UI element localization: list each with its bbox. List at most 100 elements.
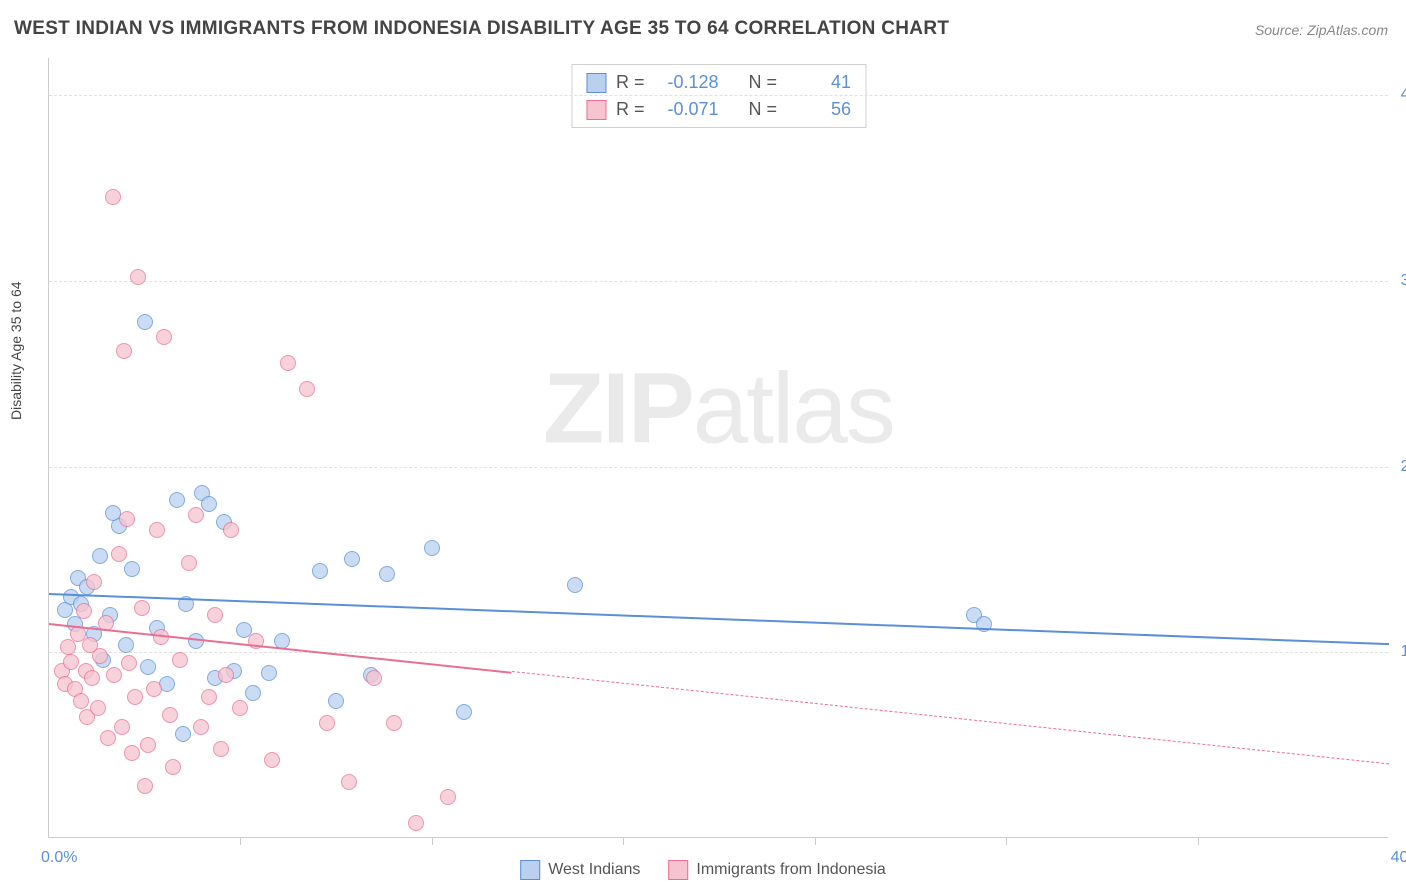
x-tick-mark bbox=[1006, 837, 1007, 845]
scatter-point bbox=[140, 737, 156, 753]
scatter-point bbox=[386, 715, 402, 731]
y-tick-label: 30.0% bbox=[1401, 272, 1406, 290]
scatter-point bbox=[319, 715, 335, 731]
scatter-point bbox=[280, 355, 296, 371]
gridline-horizontal bbox=[49, 467, 1388, 468]
scatter-point bbox=[100, 730, 116, 746]
stat-r-value: -0.071 bbox=[655, 96, 719, 123]
scatter-point bbox=[137, 778, 153, 794]
scatter-point bbox=[408, 815, 424, 831]
stat-r-label: R = bbox=[616, 96, 645, 123]
y-tick-label: 40.0% bbox=[1401, 86, 1406, 104]
scatter-point bbox=[134, 600, 150, 616]
scatter-point bbox=[440, 789, 456, 805]
stats-row-series-2: R = -0.071 N = 56 bbox=[586, 96, 851, 123]
scatter-point bbox=[156, 329, 172, 345]
x-tick-mark bbox=[815, 837, 816, 845]
scatter-point bbox=[111, 546, 127, 562]
scatter-point bbox=[223, 522, 239, 538]
swatch-series-2 bbox=[668, 860, 688, 880]
scatter-point bbox=[124, 745, 140, 761]
x-tick-mark bbox=[1198, 837, 1199, 845]
bottom-legend: West Indians Immigrants from Indonesia bbox=[520, 860, 886, 880]
scatter-point bbox=[149, 522, 165, 538]
scatter-point bbox=[137, 314, 153, 330]
scatter-point bbox=[201, 689, 217, 705]
scatter-point bbox=[124, 561, 140, 577]
source-attribution: Source: ZipAtlas.com bbox=[1255, 22, 1388, 38]
scatter-point bbox=[366, 670, 382, 686]
x-tick-mark bbox=[240, 837, 241, 845]
gridline-horizontal bbox=[49, 281, 1388, 282]
scatter-point bbox=[328, 693, 344, 709]
scatter-point bbox=[63, 654, 79, 670]
legend-label: Immigrants from Indonesia bbox=[696, 861, 885, 879]
scatter-point bbox=[127, 689, 143, 705]
scatter-point bbox=[175, 726, 191, 742]
scatter-point bbox=[119, 511, 135, 527]
stat-r-label: R = bbox=[616, 69, 645, 96]
scatter-point bbox=[106, 667, 122, 683]
scatter-point bbox=[456, 704, 472, 720]
scatter-point bbox=[299, 381, 315, 397]
stat-r-value: -0.128 bbox=[655, 69, 719, 96]
scatter-point bbox=[261, 665, 277, 681]
scatter-point bbox=[213, 741, 229, 757]
legend-item-series-2: Immigrants from Indonesia bbox=[668, 860, 885, 880]
stat-n-label: N = bbox=[749, 69, 778, 96]
scatter-point bbox=[172, 652, 188, 668]
scatter-point bbox=[181, 555, 197, 571]
scatter-point bbox=[118, 637, 134, 653]
scatter-point bbox=[264, 752, 280, 768]
stat-n-label: N = bbox=[749, 96, 778, 123]
chart-title: WEST INDIAN VS IMMIGRANTS FROM INDONESIA… bbox=[14, 18, 949, 40]
scatter-point bbox=[193, 719, 209, 735]
scatter-point bbox=[232, 700, 248, 716]
legend-label: West Indians bbox=[548, 861, 640, 879]
scatter-point bbox=[207, 607, 223, 623]
scatter-point bbox=[188, 507, 204, 523]
gridline-horizontal bbox=[49, 652, 1388, 653]
swatch-series-1 bbox=[520, 860, 540, 880]
scatter-point bbox=[379, 566, 395, 582]
x-axis-max-label: 40.0% bbox=[1391, 849, 1406, 867]
stat-n-value: 56 bbox=[787, 96, 851, 123]
scatter-point bbox=[341, 774, 357, 790]
scatter-point bbox=[424, 540, 440, 556]
legend-item-series-1: West Indians bbox=[520, 860, 640, 880]
scatter-point bbox=[84, 670, 100, 686]
scatter-point bbox=[116, 343, 132, 359]
scatter-point bbox=[146, 681, 162, 697]
scatter-point bbox=[86, 574, 102, 590]
scatter-point bbox=[76, 603, 92, 619]
scatter-point bbox=[114, 719, 130, 735]
scatter-point bbox=[344, 551, 360, 567]
scatter-point bbox=[140, 659, 156, 675]
scatter-point bbox=[169, 492, 185, 508]
scatter-point bbox=[245, 685, 261, 701]
scatter-point bbox=[567, 577, 583, 593]
scatter-point bbox=[121, 655, 137, 671]
scatter-point bbox=[92, 548, 108, 564]
x-tick-mark bbox=[623, 837, 624, 845]
x-tick-mark bbox=[432, 837, 433, 845]
gridline-horizontal bbox=[49, 95, 1388, 96]
scatter-point bbox=[312, 563, 328, 579]
watermark: ZIPatlas bbox=[543, 351, 894, 466]
y-tick-label: 10.0% bbox=[1401, 643, 1406, 661]
scatter-point bbox=[201, 496, 217, 512]
stats-row-series-1: R = -0.128 N = 41 bbox=[586, 69, 851, 96]
scatter-point bbox=[92, 648, 108, 664]
plot-area: ZIPatlas R = -0.128 N = 41 R = -0.071 N … bbox=[48, 58, 1388, 838]
scatter-point bbox=[130, 269, 146, 285]
swatch-series-1 bbox=[586, 73, 606, 93]
x-axis-origin-label: 0.0% bbox=[41, 849, 77, 867]
stat-n-value: 41 bbox=[787, 69, 851, 96]
scatter-point bbox=[165, 759, 181, 775]
scatter-point bbox=[90, 700, 106, 716]
scatter-point bbox=[105, 189, 121, 205]
correlation-chart: WEST INDIAN VS IMMIGRANTS FROM INDONESIA… bbox=[0, 0, 1406, 892]
trend-line bbox=[512, 671, 1389, 764]
scatter-point bbox=[162, 707, 178, 723]
scatter-point bbox=[218, 667, 234, 683]
